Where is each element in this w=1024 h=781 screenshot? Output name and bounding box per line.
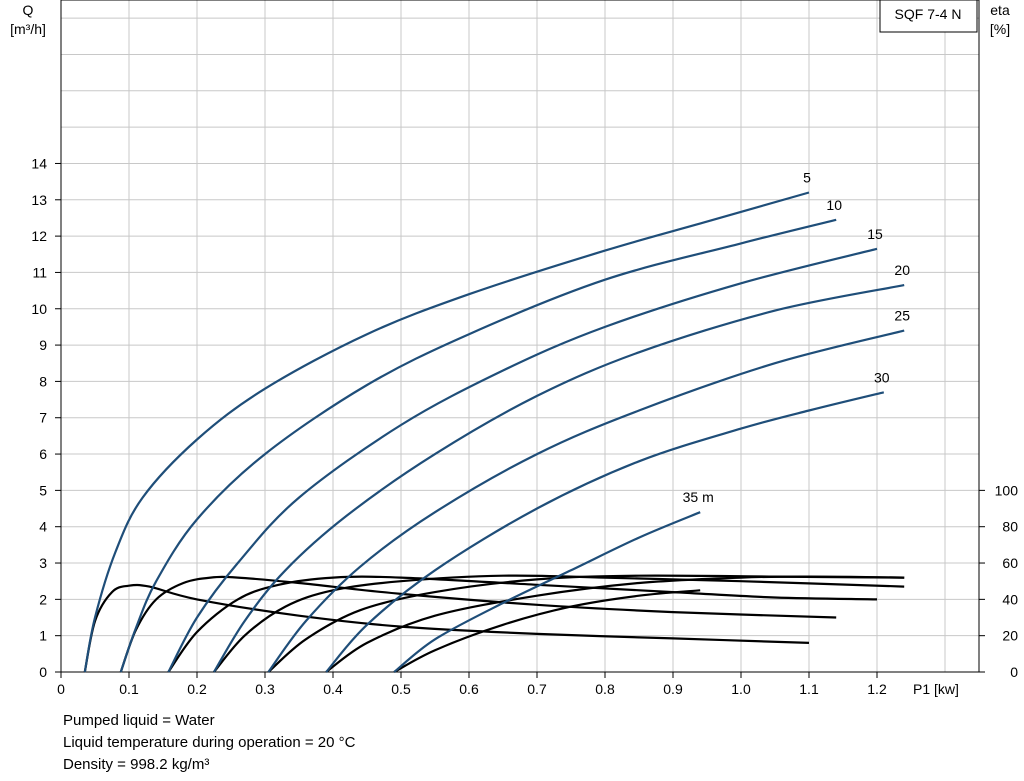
note-pumped-liquid: Pumped liquid = Water (63, 712, 215, 729)
y-right-tick-label: 0 (1010, 664, 1018, 680)
model-legend-box: SQF 7-4 N (879, 0, 978, 33)
x-tick-label: 0.2 (187, 681, 207, 697)
flow-curve-head-5 (83, 191, 810, 673)
head-label: 10 (826, 197, 842, 213)
y-right-tick-label: 80 (1002, 519, 1018, 535)
x-axis-label: P1 [kw] (913, 681, 959, 697)
note-density: Density = 998.2 kg/m³ (63, 756, 210, 773)
efficiency-curve (213, 574, 905, 673)
y-left-tick-label: 10 (31, 301, 47, 317)
note-liquid-temperature: Liquid temperature during operation = 20… (63, 734, 356, 751)
y-left-tick-label: 0 (39, 664, 47, 680)
head-label: 35 m (683, 489, 714, 505)
x-tick-label: 1.0 (731, 681, 751, 697)
y-left-tick-label: 1 (39, 628, 47, 644)
y-left-tick-label: 4 (39, 519, 47, 535)
model-label: SQF 7-4 N (895, 6, 962, 22)
y-left-tick-label: 8 (39, 373, 47, 389)
y-left-tick-label: 2 (39, 591, 47, 607)
x-tick-label: 1.1 (799, 681, 819, 697)
efficiency-curve (119, 575, 837, 673)
flow-curve-head-25 (267, 329, 905, 673)
efficiency-curve (325, 575, 905, 673)
y-left-tick-label: 13 (31, 192, 47, 208)
flow-curve-head-15 (167, 247, 878, 673)
x-tick-label: 1.2 (867, 681, 887, 697)
y-left-tick-label: 7 (39, 410, 47, 426)
y-right-tick-label: 60 (1002, 555, 1018, 571)
operating-conditions: Pumped liquid = Water Liquid temperature… (63, 710, 355, 776)
y-right-tick-label: 40 (1002, 591, 1018, 607)
curves: 5 10 15 20 25 30 35 m (83, 170, 910, 673)
grid-lines (61, 0, 979, 672)
flow-curve-head-20 (213, 284, 905, 673)
head-label: 15 (867, 226, 883, 242)
y-right-label-unit: [%] (990, 21, 1010, 37)
efficiency-curve (83, 583, 810, 673)
x-tick-label: 0.8 (595, 681, 615, 697)
y-right-tick-label: 100 (995, 482, 1019, 498)
y-left-tick-label: 5 (39, 482, 47, 498)
x-tick-label: 0.9 (663, 681, 683, 697)
efficiency-curve (167, 575, 878, 673)
x-tick-label: 0.1 (119, 681, 139, 697)
x-tick-label: 0 (57, 681, 65, 697)
y-left-tick-label: 14 (31, 155, 47, 171)
x-tick-label: 0.6 (459, 681, 479, 697)
y-left-tick-label: 6 (39, 446, 47, 462)
y-right-tick-label: 20 (1002, 628, 1018, 644)
y-left-tick-label: 12 (31, 228, 47, 244)
flow-curve-head-35-m (393, 511, 701, 673)
x-tick-label: 0.3 (255, 681, 275, 697)
axis-ticks: 0 0.1 0.2 0.3 0.4 0.5 0.6 0.7 0.8 0.9 1.0 1.1 1.2012… (31, 155, 1018, 697)
x-tick-label: 0.5 (391, 681, 411, 697)
efficiency-curve (393, 589, 701, 673)
y-left-tick-label: 11 (32, 264, 47, 280)
y-left-tick-label: 9 (39, 337, 47, 353)
y-left-tick-label: 3 (39, 555, 47, 571)
flow-curve-head-30 (325, 391, 885, 673)
y-right-label-symbol: eta (990, 2, 1010, 18)
y-left-label-unit: [m³/h] (10, 21, 46, 37)
head-label: 5 (803, 170, 811, 186)
x-tick-label: 0.7 (527, 681, 547, 697)
x-tick-label: 0.4 (323, 681, 343, 697)
plot-area-border (60, 0, 980, 673)
head-label: 20 (894, 262, 910, 278)
head-label: 25 (894, 308, 910, 324)
head-label: 30 (874, 369, 890, 385)
flow-curve-head-10 (119, 218, 837, 673)
y-left-label-symbol: Q (23, 2, 34, 18)
